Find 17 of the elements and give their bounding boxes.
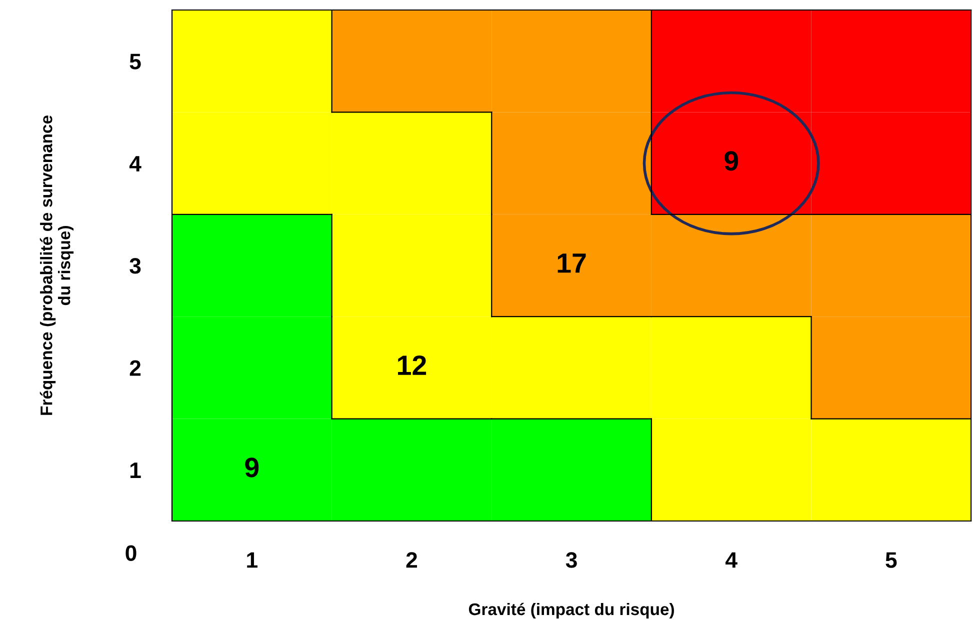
x-tick-label: 5 bbox=[886, 552, 897, 568]
data-label: 17 bbox=[558, 254, 586, 273]
data-label: 9 bbox=[245, 458, 259, 478]
y-axis-title: Fréquence (probabilité de survenance du risque) bbox=[40, 116, 74, 415]
data-label: 12 bbox=[398, 355, 426, 375]
x-tick-label: 3 bbox=[566, 552, 577, 568]
y-tick-label: 2 bbox=[130, 360, 141, 376]
x-tick-label: 4 bbox=[725, 552, 738, 568]
data-label: 9 bbox=[724, 151, 738, 171]
y-tick-label: 3 bbox=[130, 258, 141, 274]
x-axis-title: Gravité (impact du risque) bbox=[468, 602, 674, 619]
y-tick-label: 4 bbox=[129, 156, 142, 172]
x-tick-label: 2 bbox=[406, 552, 418, 568]
y-tick-label: 1 bbox=[130, 462, 141, 478]
x-tick-label: 1 bbox=[247, 552, 258, 568]
text: 0 bbox=[126, 545, 136, 561]
y-tick-label: 5 bbox=[130, 54, 141, 70]
